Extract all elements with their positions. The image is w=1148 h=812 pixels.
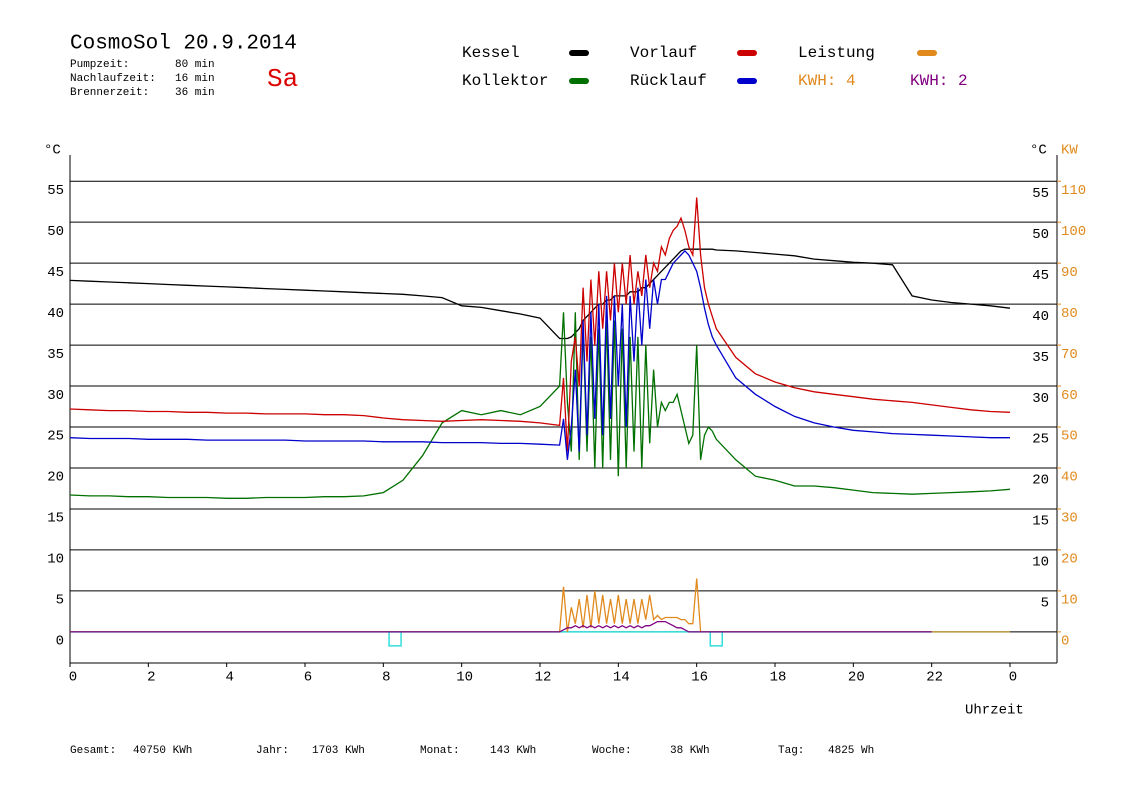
y2-tick-label: 20 bbox=[1061, 552, 1078, 568]
x-tick-label: 12 bbox=[535, 670, 552, 686]
info-label: Nachlaufzeit: bbox=[70, 73, 156, 85]
info-value: 80 min bbox=[175, 59, 215, 71]
event-marker bbox=[388, 631, 402, 647]
y-right-tick-label: 45 bbox=[1032, 268, 1049, 284]
chart-title: CosmoSol 20.9.2014 bbox=[70, 33, 297, 56]
y-unit: °C bbox=[44, 143, 61, 159]
total-value: 4825 Wh bbox=[828, 745, 874, 757]
legend-label: Kessel bbox=[462, 44, 520, 62]
y-right-tick-label: 15 bbox=[1032, 514, 1049, 530]
y-right-tick-label: 55 bbox=[1032, 186, 1049, 202]
y-right-unit: °C bbox=[1030, 143, 1047, 159]
total-label: Woche: bbox=[592, 745, 632, 757]
y2-tick-label: 60 bbox=[1061, 388, 1078, 404]
y2-unit: KW bbox=[1061, 143, 1078, 159]
legend-label: Vorlauf bbox=[630, 44, 697, 62]
series-line bbox=[69, 249, 1010, 460]
y2-tick-label: 30 bbox=[1061, 511, 1078, 527]
x-tick-label: 20 bbox=[848, 670, 865, 686]
total-label: Gesamt: bbox=[70, 745, 116, 757]
y-right-tick-label: 5 bbox=[1041, 596, 1049, 612]
y2-tick-label: 40 bbox=[1061, 470, 1078, 486]
y-tick-label: 20 bbox=[47, 470, 64, 486]
total-value: 143 KWh bbox=[490, 745, 536, 757]
y2-tick-label: 0 bbox=[1061, 634, 1069, 650]
total-label: Jahr: bbox=[256, 745, 289, 757]
y2-tick-label: 110 bbox=[1061, 183, 1086, 199]
series-line bbox=[70, 578, 1010, 633]
y-right-tick-label: 10 bbox=[1032, 555, 1049, 571]
x-tick-label: 2 bbox=[147, 670, 155, 686]
kwh-label: KWH: 2 bbox=[910, 72, 968, 90]
legend-label: Rücklauf bbox=[630, 72, 707, 90]
x-tick-label: 18 bbox=[770, 670, 787, 686]
total-value: 38 KWh bbox=[670, 745, 710, 757]
series-line bbox=[69, 197, 1011, 452]
x-tick-label: 10 bbox=[456, 670, 473, 686]
x-axis-label: Uhrzeit bbox=[965, 703, 1024, 719]
y-tick-label: 10 bbox=[47, 552, 64, 568]
total-label: Monat: bbox=[420, 745, 460, 757]
y-tick-label: 50 bbox=[47, 224, 64, 240]
x-tick-label: 0 bbox=[1009, 670, 1017, 686]
y-right-tick-label: 30 bbox=[1032, 391, 1049, 407]
y-right-tick-label: 25 bbox=[1032, 432, 1049, 448]
x-tick-label: 0 bbox=[69, 670, 77, 686]
kwh-label: KWH: 4 bbox=[798, 72, 856, 90]
y2-tick-label: 70 bbox=[1061, 347, 1078, 363]
y-right-tick-label: 50 bbox=[1032, 227, 1049, 243]
total-value: 40750 KWh bbox=[133, 745, 192, 757]
info-value: 36 min bbox=[175, 87, 215, 99]
series-line bbox=[69, 312, 1011, 499]
y2-tick-label: 80 bbox=[1061, 306, 1078, 322]
y-tick-label: 45 bbox=[47, 265, 64, 281]
legend-label: Kollektor bbox=[462, 72, 548, 90]
total-value: 1703 KWh bbox=[312, 745, 365, 757]
y2-tick-label: 100 bbox=[1061, 224, 1086, 240]
y-tick-label: 40 bbox=[47, 306, 64, 322]
x-tick-label: 4 bbox=[225, 670, 233, 686]
y2-tick-label: 10 bbox=[1061, 593, 1078, 609]
info-label: Pumpzeit: bbox=[70, 59, 129, 71]
info-label: Brennerzeit: bbox=[70, 87, 149, 99]
y2-tick-label: 90 bbox=[1061, 265, 1078, 281]
y-tick-label: 0 bbox=[56, 634, 64, 650]
series-line bbox=[70, 620, 932, 633]
event-marker bbox=[709, 631, 723, 647]
total-label: Tag: bbox=[778, 745, 804, 757]
info-value: 16 min bbox=[175, 73, 215, 85]
day-label: Sa bbox=[267, 64, 298, 94]
x-tick-label: 22 bbox=[926, 670, 943, 686]
y-right-tick-label: 20 bbox=[1032, 473, 1049, 489]
x-tick-label: 14 bbox=[613, 670, 630, 686]
x-tick-label: 6 bbox=[304, 670, 312, 686]
series-line bbox=[69, 248, 1011, 340]
y-tick-label: 5 bbox=[56, 593, 64, 609]
x-tick-label: 16 bbox=[691, 670, 708, 686]
y-tick-label: 35 bbox=[47, 347, 64, 363]
y2-tick-label: 50 bbox=[1061, 429, 1078, 445]
y-right-tick-label: 35 bbox=[1032, 350, 1049, 366]
legend-label: Leistung bbox=[798, 44, 875, 62]
y-tick-label: 55 bbox=[47, 183, 64, 199]
y-tick-label: 25 bbox=[47, 429, 64, 445]
y-tick-label: 15 bbox=[47, 511, 64, 527]
x-tick-label: 8 bbox=[382, 670, 390, 686]
y-right-tick-label: 40 bbox=[1032, 309, 1049, 325]
y-tick-label: 30 bbox=[47, 388, 64, 404]
